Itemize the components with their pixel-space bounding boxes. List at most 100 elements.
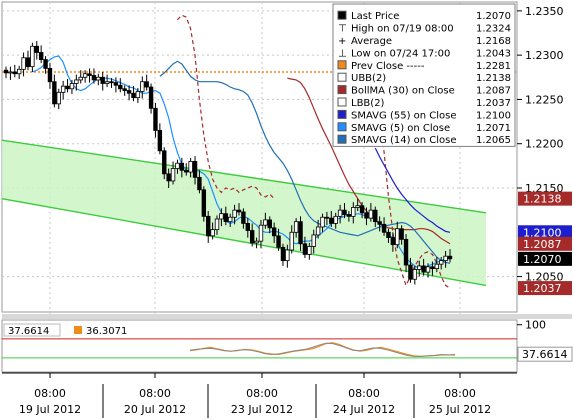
candle-body: [43, 59, 48, 69]
osc-label-text: 37.6614: [8, 326, 49, 337]
candle-body: [443, 255, 448, 262]
ubb-line: [176, 14, 275, 200]
candle-body: [135, 91, 141, 99]
candle-body: [34, 45, 39, 53]
candle-body: [140, 81, 145, 92]
candle-body: [412, 269, 418, 280]
y-tick-label: 1.2200: [525, 138, 564, 151]
candle-body: [408, 264, 413, 280]
legend-label: SMAVG (5) on Close: [351, 123, 450, 134]
candle-body: [368, 209, 374, 219]
candle-body: [21, 57, 26, 70]
candle-body: [324, 216, 330, 219]
candle-body: [3, 69, 9, 74]
candle-body: [184, 169, 189, 173]
x-tick-time: 08:00: [139, 387, 171, 400]
candle-body: [355, 205, 360, 208]
candle-body: [8, 71, 13, 74]
candle-body: [38, 52, 44, 60]
legend-value: 1.2071: [476, 123, 511, 134]
candle-body: [131, 92, 136, 99]
candle-body: [280, 246, 286, 262]
candle-body: [263, 219, 268, 226]
candle-body: [417, 265, 422, 270]
candle-body: [258, 224, 264, 242]
candle-body: [201, 189, 207, 217]
candle-body: [399, 228, 404, 240]
price-tag: [518, 236, 572, 251]
sma14-line: [159, 60, 451, 264]
candle-body: [197, 176, 202, 191]
osc-label-chip: [3, 323, 61, 337]
candle-body: [148, 86, 154, 109]
legend-value: 1.2043: [476, 48, 511, 59]
legend-swatch: ⊥: [338, 48, 347, 59]
candle-body: [223, 213, 229, 223]
candle-body: [364, 212, 369, 219]
legend-value: 1.2070: [476, 11, 511, 22]
price-tag: [518, 191, 572, 206]
candle-body: [74, 79, 79, 84]
candle-body: [377, 221, 382, 225]
price-tag: [518, 281, 572, 296]
legend-label: SMAVG (55) on Close: [351, 110, 457, 121]
legend-label: UBB(2): [351, 73, 386, 84]
legend-swatch: [337, 109, 347, 119]
candle-body: [232, 209, 237, 218]
price-tag: [518, 225, 572, 240]
candle-body: [122, 88, 127, 91]
candle-body: [329, 217, 334, 224]
candle-body: [381, 223, 387, 233]
candle-body: [236, 209, 242, 213]
candle-body: [439, 260, 444, 265]
legend-label: Last Price: [351, 11, 399, 22]
candle-body: [96, 76, 101, 81]
candle-body: [12, 71, 17, 75]
legend-swatch: [337, 10, 347, 20]
sma55-line: [374, 147, 451, 233]
candle-body: [254, 240, 259, 244]
legend-label: SMAVG (14) on Close: [351, 135, 457, 146]
legend-swatch: [337, 97, 347, 107]
candle-body: [206, 215, 211, 237]
legend-swatch: ⊤: [338, 24, 347, 35]
x-tick-time: 08:00: [348, 387, 380, 400]
legend-swatch: [337, 122, 347, 132]
legend-value: 1.2138: [476, 73, 511, 84]
price-tag-label: 1.2037: [523, 282, 562, 295]
legend-label: High on 07/19 08:00: [351, 24, 454, 35]
oscillator-panel: [1, 319, 518, 373]
candle-body: [30, 45, 35, 68]
osc-label-text: 36.3071: [86, 326, 127, 337]
candle-body: [153, 107, 158, 131]
candle-body: [100, 76, 105, 84]
price-tag-label: 1.2100: [523, 226, 562, 239]
legend-value: 1.2281: [476, 61, 511, 72]
candle-body: [271, 227, 277, 237]
legend-swatch: +: [338, 36, 346, 47]
legend-value: 1.2168: [476, 36, 511, 47]
price-tag-label: 1.2138: [523, 193, 562, 206]
candle-body: [276, 235, 281, 248]
panel-divider: [2, 314, 572, 319]
osc-label-swatch: [74, 326, 82, 334]
candle-body: [337, 209, 343, 217]
candle-body: [249, 230, 255, 244]
candle-body: [421, 265, 426, 273]
x-axis-area: [0, 376, 574, 420]
channel-lower-line: [1, 197, 487, 287]
osc-value-tag: [517, 346, 573, 362]
candle-body: [188, 161, 193, 173]
legend-label: LBB(2): [351, 98, 385, 109]
candle-body: [157, 130, 163, 152]
x-tick-time: 08:00: [444, 387, 476, 400]
candle-body: [351, 207, 356, 217]
candle-body: [425, 266, 431, 273]
candle-body: [219, 213, 224, 220]
candle-body: [69, 83, 75, 90]
candle-body: [65, 85, 70, 90]
candle-body: [346, 214, 352, 217]
x-tick-date: 24 Jul 2012: [333, 403, 395, 416]
channel-upper-line: [1, 139, 487, 214]
candle-body: [118, 84, 123, 90]
